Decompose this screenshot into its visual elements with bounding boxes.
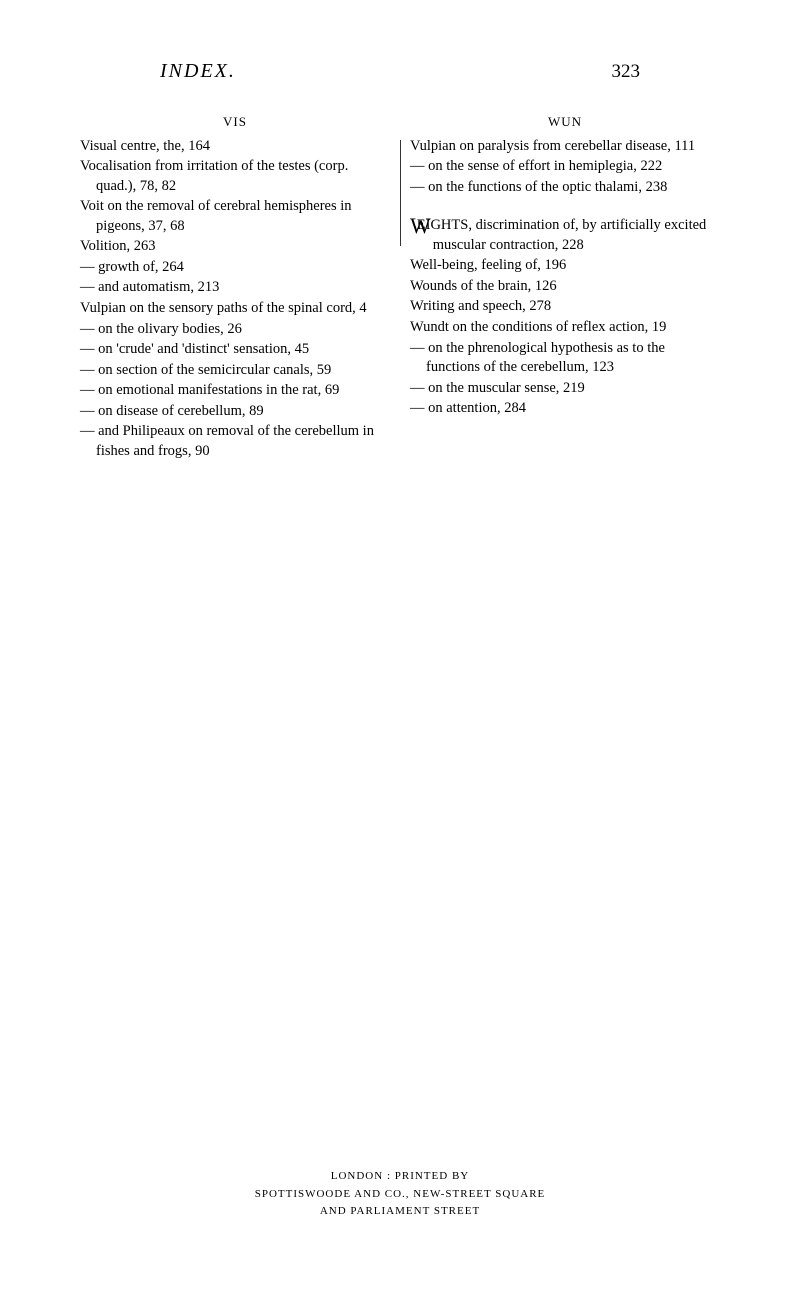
index-entry: Visual centre, the, 164 (80, 137, 390, 157)
page-footer: LONDON : PRINTED BY SPOTTISWOODE AND CO.… (0, 1168, 800, 1221)
column-divider (400, 140, 401, 246)
index-subentry: — on attention, 284 (410, 399, 720, 419)
index-entry: Voit on the removal of cerebral hemisphe… (80, 197, 390, 236)
index-subentry: — on the sense of effort in hemiplegia, … (410, 157, 720, 177)
index-subentry: — on section of the semicircular canals,… (80, 361, 390, 381)
left-column: VIS Visual centre, the, 164 Vocalisation… (80, 113, 390, 463)
index-subentry: — on disease of cerebellum, 89 (80, 402, 390, 422)
left-col-header: VIS (80, 113, 390, 131)
index-entry: Vocalisation from irritation of the test… (80, 157, 390, 196)
index-entry: Volition, 263 (80, 237, 390, 257)
page-number: 323 (612, 61, 641, 83)
index-subentry: — on the olivary bodies, 26 (80, 320, 390, 340)
right-col-header: WUN (410, 113, 720, 131)
index-entry: Vulpian on paralysis from cerebellar dis… (410, 137, 720, 157)
index-entry: Wounds of the brain, 126 (410, 277, 720, 297)
section-spacer (410, 198, 720, 216)
index-subentry: — on the phrenological hypothesis as to … (410, 339, 720, 378)
page-header: INDEX. 323 (80, 60, 720, 83)
index-subentry: — on emotional manifestations in the rat… (80, 381, 390, 401)
index-subentry: — on the muscular sense, 219 (410, 379, 720, 399)
index-entry: WEIGHTS, discrimination of, by artificia… (410, 216, 720, 255)
index-subentry: — and Philipeaux on removal of the cereb… (80, 422, 390, 461)
index-subentry: — on the functions of the optic thalami,… (410, 178, 720, 198)
right-column: WUN Vulpian on paralysis from cerebellar… (410, 113, 720, 463)
entry-text: EIGHTS, discrimination of, by artificial… (417, 217, 707, 253)
index-subentry: — growth of, 264 (80, 258, 390, 278)
index-entry: Vulpian on the sensory paths of the spin… (80, 299, 390, 319)
index-entry: Well-being, feeling of, 196 (410, 256, 720, 276)
index-subentry: — and automatism, 213 (80, 278, 390, 298)
index-subentry: — on 'crude' and 'distinct' sensation, 4… (80, 340, 390, 360)
footer-line1: LONDON : PRINTED BY (0, 1168, 800, 1186)
footer-line3: AND PARLIAMENT STREET (0, 1203, 800, 1221)
footer-line2: SPOTTISWOODE AND CO., NEW-STREET SQUARE (0, 1186, 800, 1204)
index-entry: Wundt on the conditions of reflex action… (410, 318, 720, 338)
header-title: INDEX. (160, 60, 236, 83)
index-entry: Writing and speech, 278 (410, 297, 720, 317)
